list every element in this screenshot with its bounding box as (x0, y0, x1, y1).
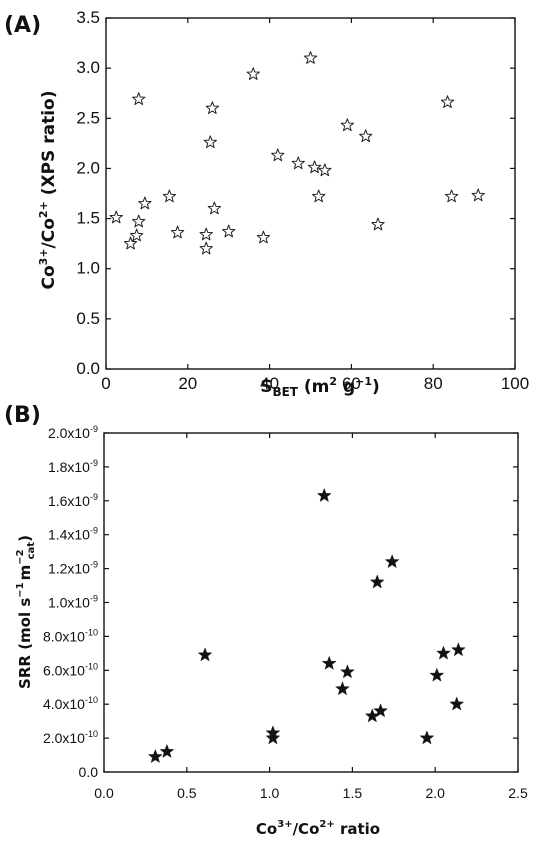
panel-a-x-tick-label: 20 (178, 374, 197, 393)
panel-b-data-point (385, 554, 400, 568)
panel-a-plot-area: 0 20 40 60 80 100 0.0 0.5 1.0 1.5 2.0 2.5 3.0 3.5 (76, 8, 529, 393)
panel-a-data-point (318, 163, 332, 177)
panel-a-plot-frame (105, 17, 516, 370)
panel-b-y-tick-label: 1.6x10-9 (48, 492, 98, 509)
panel-a-data-point (340, 118, 354, 132)
panel-b-label: (B) (4, 403, 41, 428)
panel-a-y-tick-label: 1.0 (76, 259, 100, 278)
panel-a-label: (A) (4, 13, 41, 38)
panel-b-x-tick-label: 1.5 (343, 785, 363, 801)
panel-a-y-tick-label: 2.0 (76, 158, 100, 177)
panel-a-data-point (371, 217, 385, 231)
panel-a-y-axis-title: Co3+/Co2+ (XPS ratio) (37, 91, 59, 290)
panel-a-data-point (129, 228, 144, 242)
panel-a-data-point (123, 236, 138, 250)
panel-a-y-tick-label: 2.5 (76, 108, 100, 127)
panel-a-x-tick-label: 60 (342, 374, 361, 393)
panel-b-y-tick-label: 1.8x10-9 (48, 458, 98, 475)
panel-b-x-tick-label: 0.0 (94, 785, 114, 801)
panel-b-y-tick-label: 0.0 (79, 764, 99, 780)
panel-a-data-point (444, 189, 459, 203)
panel-a-data-point (471, 188, 485, 202)
panel-b-data-point (419, 730, 434, 745)
panel-a-x-tick-label: 100 (501, 374, 529, 393)
panel-b: (B) 0.0 0.5 1.0 1.5 2.0 2.5 0.0 2.0x10-10 4.0x10… (4, 403, 528, 838)
panel-a-data-point (307, 160, 322, 174)
panel-b-y-tick-label: 4.0x10-10 (43, 695, 98, 712)
panel-a-data-point (222, 224, 236, 238)
panel-b-data-point (436, 646, 451, 660)
panel-b-y-tick-label: 1.0x10-9 (48, 594, 98, 611)
panel-a-data-point (138, 196, 152, 210)
panel-b-y-tick-label: 2.0x10-9 (48, 424, 98, 441)
panel-b-plot-frame (103, 432, 519, 773)
panel-a-data-point (109, 210, 123, 224)
panel-a-data-point (359, 129, 373, 143)
panel-a-y-tick-label: 0.5 (76, 309, 100, 328)
panel-a-data-point (205, 101, 220, 115)
panel-a-data-point (291, 156, 305, 170)
panel-b-data-point (429, 668, 444, 682)
panel-b-y-tick-label: 8.0x10-10 (43, 627, 98, 644)
panel-b-data-point (335, 681, 350, 695)
panel-b-y-tick-label: 2.0x10-10 (43, 729, 98, 746)
panel-b-data-point (373, 703, 388, 717)
panel-a-data-point (303, 51, 318, 64)
panel-a-data-point (440, 95, 455, 108)
panel-b-y-tick-label: 1.2x10-9 (48, 560, 98, 577)
panel-a-data-point (246, 67, 260, 80)
panel-b-data-point (451, 642, 466, 656)
panel-b-plot-area: 0.0 0.5 1.0 1.5 2.0 2.5 0.0 2.0x10-10 4.0x10-10 6… (43, 424, 528, 801)
panel-a-x-tick-label: 40 (260, 374, 279, 393)
panel-b-x-axis-title: Co3+/Co2+ ratio (256, 819, 380, 838)
panel-a-y-tick-label: 3.0 (76, 58, 100, 77)
panel-a-x-tick-label: 80 (424, 374, 443, 393)
panel-b-data-point (317, 488, 332, 502)
panel-a-data-point (312, 189, 326, 203)
panel-a-data-point (199, 227, 213, 241)
panel-a: (A) 0 20 40 60 80 100 0.0 0.5 1.0 1.5 2.0 2.5 3.0 3.5… (4, 8, 529, 399)
panel-a-data-point (199, 241, 213, 255)
panel-a-data-point (207, 201, 222, 215)
panel-b-y-tick-label: 1.4x10-9 (48, 526, 98, 543)
panel-b-data-point (449, 696, 464, 711)
panel-a-data-point (170, 225, 185, 239)
panel-b-data-point (159, 744, 174, 758)
panel-b-x-tick-label: 2.5 (508, 785, 528, 801)
panel-b-x-tick-label: 2.0 (425, 785, 445, 801)
panel-b-data-point (322, 656, 337, 670)
panel-b-x-tick-label: 0.5 (177, 785, 197, 801)
panel-a-data-point (271, 148, 285, 162)
panel-b-data-point (340, 664, 355, 678)
panel-a-x-axis-title: SBET (m2 g−1) (260, 375, 380, 399)
panel-a-data-point (203, 135, 217, 149)
panel-b-x-tick-label: 1.0 (260, 785, 280, 801)
panel-a-data-point (132, 92, 146, 105)
panel-a-data-point (162, 189, 177, 203)
panel-a-data-point (256, 230, 271, 244)
panel-a-y-tick-label: 1.5 (76, 209, 100, 228)
panel-b-y-tick-label: 6.0x10-10 (43, 661, 98, 678)
panel-b-y-axis-title: SRR (mol s−1m−2cat) (15, 535, 37, 689)
panel-a-y-tick-label: 3.5 (76, 8, 100, 27)
panel-a-y-tick-label: 0.0 (76, 359, 100, 378)
panel-b-data-point (265, 730, 280, 745)
panel-b-data-point (370, 574, 385, 589)
panel-b-data-point (198, 647, 212, 662)
panel-b-data-point (148, 749, 163, 763)
panel-a-data-point (132, 214, 146, 228)
panel-a-x-tick-label: 0 (101, 374, 110, 393)
